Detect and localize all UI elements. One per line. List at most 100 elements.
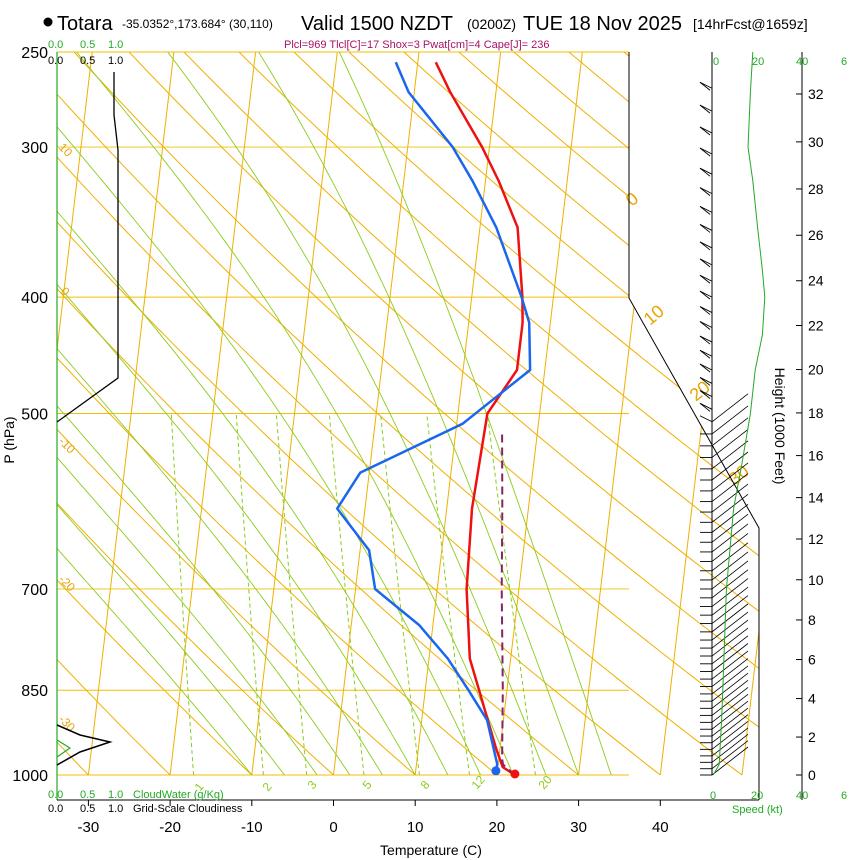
wind-barb (699, 205, 713, 213)
wind-barb-staff (711, 611, 749, 641)
speed-scale-label-top: 20 (752, 56, 764, 68)
wind-barb-flag (699, 81, 711, 91)
valid-main: Valid 1500 NZDT (301, 13, 453, 35)
x-tick-label: 10 (407, 819, 424, 836)
indices-line: Plcl=969 Tlcl[C]=17 Shox=3 Pwat[cm]=4 Ca… (284, 39, 549, 51)
wind-barb-staff (711, 523, 749, 553)
wind-barb-column (699, 51, 766, 776)
wind-barb-staff (711, 603, 749, 633)
valid-date: TUE 18 Nov 2025 (523, 13, 682, 35)
cloudwater-label: CloudWater (g/Kg) (133, 789, 224, 801)
dry-adiabat-line (348, 52, 759, 776)
speed-scale-label-bottom: 20 (751, 790, 763, 802)
wind-barb-staff (711, 721, 749, 750)
wind-barb (699, 390, 713, 397)
wind-barb-staff (711, 417, 749, 447)
wind-barb-staff (711, 542, 749, 572)
height-tick-label: 18 (808, 405, 824, 421)
isotherm-line (169, 52, 257, 776)
wind-barb-staff (711, 578, 749, 607)
wind-barb-flag (699, 224, 711, 233)
cloudiness-profile (56, 72, 119, 423)
wind-barb-flag (699, 167, 711, 177)
bottom-scale-label-2: 1.0 (108, 803, 123, 815)
location-coords: -35.0352°,173.684° (30,110) (122, 17, 273, 31)
wind-barb-staff (711, 734, 749, 763)
moist-adiabat-line (57, 347, 383, 776)
cloudiness-profile-low (56, 724, 113, 766)
dry-adiabat-line (733, 52, 759, 776)
moist-adiabat-line (57, 456, 318, 776)
wind-barb-flag (699, 349, 711, 359)
top-scale-label: 0.0 (48, 39, 63, 51)
mixing-ratio-label: 2 (260, 780, 275, 794)
dry-adiabat-lines (57, 52, 759, 776)
x-tick-label: -20 (159, 819, 181, 836)
wind-barb-flag (699, 363, 711, 373)
x-tick-label: -10 (241, 819, 263, 836)
top-scale-label-2: 0.5 (80, 55, 95, 67)
wind-barb-staff (711, 551, 749, 581)
bottom-scale-label: 1.0 (108, 789, 123, 801)
sounding-traces (56, 61, 532, 779)
wind-barb-staff (711, 650, 749, 680)
wind-barb (699, 306, 713, 313)
top-scale-label-2: 0.0 (48, 55, 63, 67)
top-scale-label-2: 1.0 (108, 55, 123, 67)
mixing-ratio-label: 3 (305, 778, 320, 792)
wind-barb-staff (711, 504, 749, 533)
wind-barb-staff (711, 627, 749, 657)
moist-adiabat-line (338, 52, 612, 776)
x-tick-label: 20 (489, 819, 506, 836)
mixing-ratio-label: 5 (360, 778, 375, 792)
isotherm-line (741, 52, 759, 776)
bottom-scale-label: 0.0 (48, 789, 63, 801)
moist-adiabat-line (167, 52, 547, 776)
chart-header: Totara -35.0352°,173.684° (30,110) Valid… (43, 13, 808, 51)
wind-barb-flag (699, 147, 711, 157)
wind-barb (699, 402, 713, 410)
height-tick-label: 20 (808, 362, 824, 378)
surface-temperature-point (510, 769, 520, 779)
mixing-ratio-line (426, 413, 470, 776)
mixing-ratio-line (275, 413, 308, 776)
bottom-annotations: CloudWater (g/Kg) Grid-Scale Cloudiness … (1, 368, 788, 858)
isotherm-line (659, 52, 747, 776)
speed-scale-label-top: 6 (841, 56, 847, 68)
wind-barb-flag (699, 335, 711, 345)
moist-adiabat-line (57, 405, 351, 776)
wind-barb-staff (711, 493, 749, 523)
dry-adiabat-line (57, 52, 334, 776)
x-tick-label: -30 (78, 819, 100, 836)
dry-adiabat-line (57, 52, 171, 776)
height-tick-label: 26 (808, 227, 824, 243)
valid-utc: (0200Z) (467, 16, 516, 32)
wind-speed-profile (712, 51, 766, 776)
wind-barb-staff (711, 405, 749, 435)
bottom-scale-label-2: 0.0 (48, 803, 63, 815)
cloudwater-profile (56, 739, 72, 758)
mixing-ratio-lines (170, 413, 536, 776)
isobar-lines (57, 51, 629, 776)
speed-scale-label-bottom: 6 (841, 790, 847, 802)
wind-barb-staff (711, 643, 749, 672)
height-tick-label: 22 (808, 318, 824, 334)
isotherm-line (0, 52, 11, 775)
wind-barb-staff (711, 560, 749, 590)
height-tick-label: 12 (808, 531, 824, 547)
pressure-tick-label: 850 (21, 683, 48, 700)
height-tick-label: 28 (808, 181, 824, 197)
mixing-ratio-line (235, 413, 264, 776)
wind-barb (699, 241, 713, 249)
speed-label: Speed (kt) (732, 804, 783, 816)
pressure-tick-label: 500 (21, 407, 48, 424)
height-tick-label: 24 (808, 273, 824, 289)
wind-barb-flag (699, 321, 711, 330)
wind-barb-staff (711, 586, 749, 616)
dewpoint-trace (335, 61, 532, 771)
dry-adiabat-line (678, 52, 759, 776)
wind-barb (699, 377, 713, 384)
isotherm-line (333, 52, 420, 776)
wind-barb-flag (699, 402, 711, 412)
